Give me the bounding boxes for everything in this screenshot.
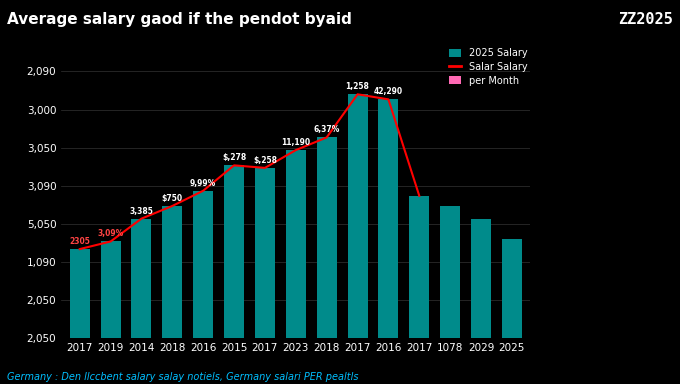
Bar <box>101 242 120 338</box>
Text: 1,258: 1,258 <box>345 82 369 91</box>
Text: 6,37%: 6,37% <box>313 126 340 134</box>
Bar <box>286 150 306 338</box>
Bar <box>224 166 244 338</box>
Legend: 2025 Salary, Salar Salary, per Month: 2025 Salary, Salar Salary, per Month <box>446 45 530 89</box>
Text: 3,09%: 3,09% <box>97 230 124 238</box>
Bar <box>347 94 368 338</box>
Bar <box>317 137 337 338</box>
Bar <box>69 249 90 338</box>
Bar <box>440 206 460 338</box>
Text: ZZ2025: ZZ2025 <box>618 12 673 27</box>
Bar <box>409 196 429 338</box>
Text: 9,99%: 9,99% <box>190 179 216 188</box>
Bar <box>378 99 398 338</box>
Text: $,278: $,278 <box>222 153 246 162</box>
Text: 2305: 2305 <box>69 237 90 246</box>
Text: 42,290: 42,290 <box>374 87 403 96</box>
Text: Average salary gaod if the pendot byaid: Average salary gaod if the pendot byaid <box>7 12 352 27</box>
Bar <box>255 168 275 338</box>
Text: Germany : Den llccbent salary salay notiels, Germany salari PER pealtls: Germany : Den llccbent salary salay noti… <box>7 372 358 382</box>
Bar <box>502 239 522 338</box>
Bar <box>163 206 182 338</box>
Bar <box>193 191 214 338</box>
Text: $750: $750 <box>162 194 183 203</box>
Bar <box>471 218 491 338</box>
Text: 11,190: 11,190 <box>282 138 310 147</box>
Text: $,258: $,258 <box>253 156 277 165</box>
Bar <box>131 218 152 338</box>
Text: 3,385: 3,385 <box>129 207 154 215</box>
